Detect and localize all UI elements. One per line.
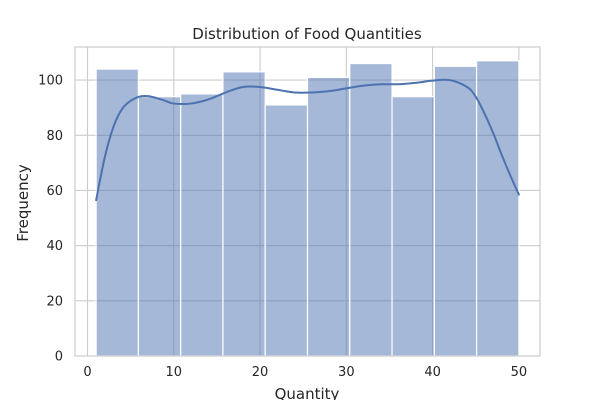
histogram-bar — [137, 96, 182, 357]
y-tick-label: 60 — [46, 184, 63, 199]
x-tick-label: 10 — [166, 365, 183, 380]
y-tick-label: 40 — [46, 239, 63, 254]
histogram-bar — [222, 71, 266, 357]
chart-title: Distribution of Food Quantities — [192, 25, 422, 43]
histogram-bar — [433, 65, 478, 357]
x-tick-label: 40 — [424, 365, 441, 380]
y-tick-label: 80 — [46, 129, 63, 144]
histogram-bar — [349, 62, 393, 357]
y-tick-labels: 0 20 40 60 80 100 — [38, 74, 63, 365]
histogram-bar — [180, 93, 224, 357]
y-tick-label: 100 — [38, 74, 63, 89]
kde-curve — [95, 78, 520, 202]
x-tick-labels: 0 10 20 30 40 50 — [83, 365, 527, 380]
x-axis-label: Quantity — [275, 385, 340, 400]
x-tick-label: 30 — [338, 365, 355, 380]
histogram-bar — [391, 96, 435, 357]
y-tick-label: 0 — [55, 350, 63, 365]
x-tick-label: 50 — [511, 365, 528, 380]
histogram-bar — [264, 104, 309, 357]
y-tick-label: 20 — [46, 294, 63, 309]
kde-curve-layer — [95, 78, 520, 202]
x-tick-label: 0 — [83, 365, 91, 380]
y-axis-label: Frequency — [14, 164, 32, 242]
histogram-bar — [95, 68, 140, 357]
x-tick-label: 20 — [252, 365, 269, 380]
histogram-bars — [95, 60, 520, 357]
histogram-bar — [306, 76, 351, 357]
plot-frame — [74, 46, 541, 357]
histogram-bar — [475, 60, 520, 357]
